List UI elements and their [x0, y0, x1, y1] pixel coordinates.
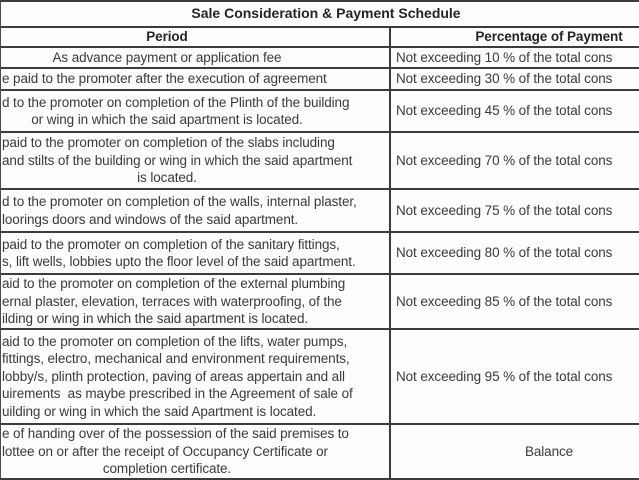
period-text-line: or wing in which the said apartment is l…: [31, 112, 303, 127]
period-text-line: d to the promoter on completion of the P…: [2, 94, 350, 110]
column-header-percentage-cell: Percentage of Payment: [391, 28, 639, 46]
table-row: e paid to the promoter after the executi…: [0, 69, 639, 91]
percentage-text: Balance: [524, 443, 574, 459]
period-cell: paid to the promoter on completion of th…: [0, 133, 391, 188]
period-text-line: ernal plaster, elevation, terraces with …: [2, 293, 342, 309]
period-text-line: and stilts of the building or wing in wh…: [2, 152, 353, 168]
table-row: d to the promoter on completion of the w…: [0, 190, 639, 233]
period-cell: As advance payment or application fee: [0, 48, 391, 67]
column-header-period: Period: [146, 29, 188, 45]
period-text-line: uirements as maybe prescribed in the Agr…: [2, 386, 353, 402]
percentage-text: Not exceeding 85 % of the total cons: [396, 293, 613, 309]
period-cell: d to the promoter on completion of the P…: [0, 91, 391, 131]
percentage-cell: Not exceeding 10 % of the total cons: [391, 48, 639, 67]
percentage-text: Not exceeding 95 % of the total cons: [396, 368, 613, 384]
period-text-line: ilding or wing in which the said apartme…: [2, 311, 309, 327]
table-header-row: Period Percentage of Payment: [0, 28, 639, 48]
table-row: paid to the promoter on completion of th…: [0, 133, 639, 190]
period-text-line: d to the promoter on completion of the w…: [2, 194, 357, 209]
period-text-line: paid to the promoter on completion of th…: [2, 236, 340, 252]
page-title: Sale Consideration & Payment Schedule: [191, 5, 461, 22]
percentage-cell: Not exceeding 85 % of the total cons: [391, 275, 639, 328]
period-text-line: e paid to the promoter after the executi…: [2, 71, 327, 87]
percentage-text: Not exceeding 75 % of the total cons: [396, 202, 613, 218]
period-cell: e paid to the promoter after the executi…: [0, 69, 391, 89]
table-row: paid to the promoter on completion of th…: [0, 233, 639, 275]
period-text-line: As advance payment or application fee: [52, 49, 282, 65]
period-text-line: lottee on or after the receipt of Occupa…: [2, 443, 328, 459]
table-row: aid to the promoter on completion of the…: [0, 275, 639, 330]
period-text-line: aid to the promoter on completion of the…: [2, 276, 346, 292]
period-text-line: loorings doors and windows of the said a…: [2, 211, 299, 227]
table-row: d to the promoter on completion of the P…: [0, 91, 639, 133]
period-text-line: fittings, electro, mechanical and enviro…: [2, 351, 350, 367]
period-text-line: completion certificate.: [102, 461, 232, 477]
period-cell: paid to the promoter on completion of th…: [0, 233, 391, 273]
period-text-line: e of handing over of the possession of t…: [2, 426, 349, 442]
percentage-cell: Not exceeding 75 % of the total cons: [391, 190, 639, 231]
column-header-period-cell: Period: [0, 28, 391, 46]
table-row: aid to the promoter on completion of the…: [0, 330, 639, 425]
period-text-line: aid to the promoter on completion of the…: [2, 333, 348, 349]
table-body: As advance payment or application fee Not…: [0, 48, 639, 480]
column-header-percentage: Percentage of Payment: [475, 29, 623, 45]
percentage-text: Not exceeding 70 % of the total cons: [396, 152, 613, 168]
period-text-line: uilding or wing in which the said Apartm…: [2, 403, 317, 419]
percentage-text: Not exceeding 30 % of the total cons: [396, 71, 613, 87]
period-cell: d to the promoter on completion of the w…: [0, 190, 391, 231]
table-row: e of handing over of the possession of t…: [0, 425, 639, 480]
percentage-text: Not exceeding 45 % of the total cons: [396, 103, 613, 119]
period-text-line: s, lift wells, lobbies upto the floor le…: [2, 254, 356, 269]
period-cell: aid to the promoter on completion of the…: [0, 330, 391, 423]
percentage-cell: Not exceeding 80 % of the total cons: [391, 233, 639, 273]
percentage-cell: Not exceeding 30 % of the total cons: [391, 69, 639, 89]
table-row: As advance payment or application fee Not…: [0, 48, 639, 69]
table-title-cell: Sale Consideration & Payment Schedule: [0, 2, 639, 26]
percentage-cell: Not exceeding 45 % of the total cons: [391, 91, 639, 131]
period-text-line: is located.: [137, 170, 197, 186]
percentage-cell: Balance: [391, 425, 639, 478]
percentage-text: Not exceeding 80 % of the total cons: [396, 245, 613, 261]
period-cell: e of handing over of the possession of t…: [0, 425, 391, 478]
percentage-cell: Not exceeding 95 % of the total cons: [391, 330, 639, 423]
scan-edge-artifact: [0, 0, 1, 478]
percentage-text: Not exceeding 10 % of the total cons: [396, 49, 613, 65]
period-text-line: lobby/s, plinth protection, paving of ar…: [2, 368, 345, 384]
table-title-row: Sale Consideration & Payment Schedule: [0, 2, 639, 28]
period-text-line: paid to the promoter on completion of th…: [2, 135, 335, 151]
percentage-cell: Not exceeding 70 % of the total cons: [391, 133, 639, 188]
period-cell: aid to the promoter on completion of the…: [0, 275, 391, 328]
